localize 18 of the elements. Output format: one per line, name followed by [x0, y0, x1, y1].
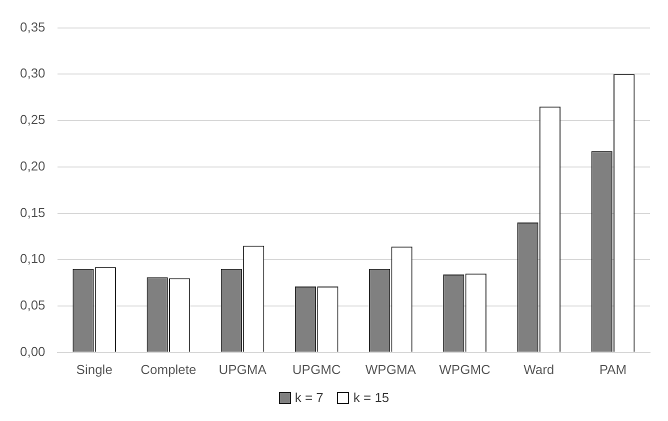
y-tick-label: 0,30 — [20, 66, 46, 81]
x-tick-label: Ward — [524, 362, 554, 377]
y-tick-label: 0,05 — [20, 298, 46, 313]
y-tick-label: 0,10 — [20, 251, 46, 266]
x-tick-label: WPGMA — [365, 362, 416, 377]
legend-label: k = 7 — [294, 390, 324, 405]
text: k = 15 — [353, 390, 390, 405]
y-tick-label: 0,20 — [20, 158, 46, 174]
x-tick-label: Single — [76, 362, 112, 377]
y-tick-label: 0,15 — [20, 204, 46, 220]
x-tick-label: Complete — [140, 362, 196, 377]
x-tick-label: UPGMC — [292, 362, 341, 377]
y-tick-label: 0,25 — [20, 112, 46, 128]
x-tick-label: WPGMC — [439, 362, 490, 377]
x-tick-label: UPGMA — [218, 362, 267, 377]
y-tick-label: 0,35 — [20, 19, 46, 34]
x-tick-label: PAM — [599, 362, 627, 377]
y-tick-label: 0,00 — [20, 344, 46, 359]
